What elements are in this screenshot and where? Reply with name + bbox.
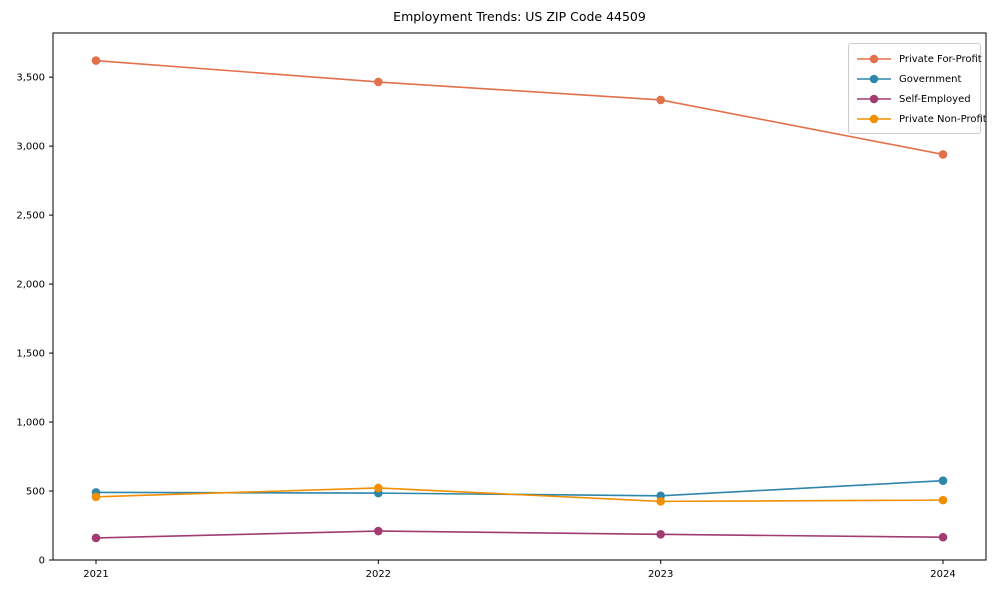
y-tick-label: 3,000 [16,142,45,153]
series-line [95,487,944,503]
y-tick-label: 2,500 [16,211,45,222]
data-point [374,77,383,87]
y-tick-label: 1,500 [16,349,45,360]
series-self-employed [91,526,948,543]
data-point [91,533,101,543]
legend-item-label: Private Non-Profit [899,113,987,125]
y-tick-label: 2,000 [16,280,45,291]
legend-marker-icon [857,114,891,124]
legend-item: Private Non-Profit [856,109,987,129]
x-tick-label: 2023 [648,569,673,580]
legend-item: Self-Employed [856,89,973,109]
data-point [938,532,948,542]
legend-dot [869,114,879,124]
legend-dot [869,54,879,64]
chart-title: Employment Trends: US ZIP Code 44509 [393,9,646,24]
series-private-for-profit [91,56,948,159]
legend-item: Government [856,69,973,89]
legend-dot [869,94,879,104]
data-point [91,56,101,65]
data-point [656,497,665,506]
x-axis: 2021 2022 2023 2024 [83,560,956,580]
series-government [91,476,948,501]
y-tick-label: 0 [39,556,45,567]
series-line [95,59,944,156]
y-tick-label: 3,500 [16,73,45,84]
data-point [656,95,665,105]
legend-item-label: Private For-Profit [899,53,982,65]
series-line [95,530,944,539]
y-axis: 0 500 1,000 1,500 2,000 2,500 3,000 3,500 [16,73,53,567]
legend-marker-icon [857,94,891,104]
legend-marker-icon [857,74,891,84]
x-tick-label: 2024 [930,569,955,580]
data-point [91,492,101,502]
legend-item-label: Government [899,73,962,85]
legend-item: Private For-Profit [856,49,982,69]
y-tick-label: 1,000 [16,418,45,429]
data-point [938,495,948,505]
data-point [374,526,383,536]
x-tick-label: 2021 [83,569,108,580]
x-tick-label: 2022 [366,569,391,580]
legend-item-label: Self-Employed [899,93,971,105]
data-point [938,150,948,159]
plot-frame [52,32,987,561]
data-point [374,483,383,493]
data-point [938,476,948,485]
legend: Private For-Profit Government Self-Employe… [848,43,987,134]
y-tick-label: 500 [26,487,45,498]
legend-dot [869,74,879,84]
data-point [656,530,665,539]
legend-marker-icon [857,54,891,64]
series-private-non-profit [91,483,948,506]
